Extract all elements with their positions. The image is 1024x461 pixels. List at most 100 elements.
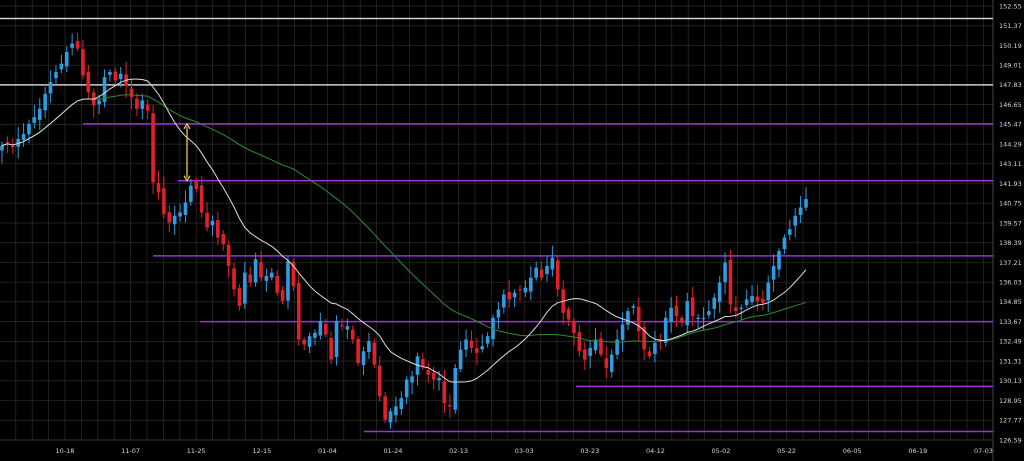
candle-body — [690, 297, 695, 317]
candle-body — [442, 381, 447, 404]
y-tick-label: 143.11 — [999, 160, 1022, 168]
y-tick-label: 141.93 — [999, 180, 1022, 188]
candle-body — [766, 282, 771, 301]
candle-body — [318, 321, 323, 336]
candle-body — [340, 325, 344, 327]
candle-body — [372, 342, 377, 365]
x-tick-label: 07-03 — [974, 447, 993, 455]
candle-body — [151, 113, 155, 183]
candle-body — [243, 272, 247, 304]
x-tick-label: 01-04 — [318, 447, 337, 455]
candle-body — [394, 406, 398, 416]
candle-body — [253, 259, 258, 283]
candle-body — [10, 145, 15, 148]
x-tick-label: 03-03 — [515, 447, 534, 455]
candle-body — [313, 332, 317, 338]
candle-body — [356, 338, 360, 363]
candle-body — [437, 377, 441, 381]
candle-body — [626, 311, 630, 325]
y-tick-label: 151.37 — [999, 22, 1022, 30]
candle-body — [512, 292, 517, 298]
fast-moving-average — [1, 78, 807, 383]
candle-body — [620, 324, 625, 340]
x-tick-label: 06-05 — [843, 447, 862, 455]
candle-body — [237, 287, 242, 307]
y-tick-label: 131.31 — [999, 357, 1022, 365]
candle-body — [453, 367, 458, 410]
candle-body — [43, 93, 47, 111]
candle-body — [307, 336, 312, 347]
candle-body — [5, 142, 10, 144]
candle-body — [226, 244, 231, 266]
y-tick-label: 149.01 — [999, 61, 1022, 69]
candle-body — [782, 237, 787, 250]
y-tick-label: 144.29 — [999, 140, 1022, 148]
candle-body — [129, 88, 134, 98]
x-tick-label: 03-23 — [580, 447, 599, 455]
x-tick-label: 04-12 — [646, 447, 665, 455]
candle-body — [717, 282, 722, 302]
candle-body — [523, 287, 528, 293]
candle-body — [210, 220, 215, 226]
candle-body — [804, 199, 808, 208]
candle-body — [712, 297, 717, 309]
candle-body — [529, 277, 533, 292]
candle-body — [458, 349, 463, 369]
candle-body — [421, 358, 425, 367]
candle-body — [323, 323, 328, 335]
candle-body — [485, 336, 490, 344]
candle-body — [81, 49, 85, 76]
candle-body — [399, 398, 404, 409]
candle-body — [178, 212, 182, 217]
candle-body — [701, 317, 706, 319]
candle-body — [750, 296, 754, 302]
candle-body — [232, 268, 236, 290]
candle-body — [108, 72, 112, 75]
candle-body — [475, 348, 479, 353]
candle-body — [798, 207, 803, 215]
candle-body — [534, 267, 539, 278]
candle-body — [755, 296, 760, 302]
candle-body — [345, 326, 350, 330]
y-tick-label: 128.95 — [999, 397, 1022, 405]
x-tick-label: 11-25 — [187, 447, 206, 455]
y-tick-label: 134.85 — [999, 298, 1022, 306]
candle-body — [113, 71, 118, 81]
candle-body — [296, 282, 301, 340]
candle-body — [140, 100, 145, 109]
x-tick-label: 06-19 — [908, 447, 927, 455]
candle-body — [593, 339, 598, 351]
candle-body — [221, 233, 226, 245]
range-arrow-head-top — [183, 122, 191, 130]
candle-body — [588, 347, 592, 356]
candle-body — [496, 309, 501, 318]
candle-body — [739, 307, 744, 309]
candle-body — [577, 332, 582, 352]
candle-body — [16, 138, 20, 147]
x-tick-label: 05-22 — [777, 447, 796, 455]
x-tick-label: 05-02 — [712, 447, 731, 455]
x-tick-label: 12-15 — [252, 447, 271, 455]
candle-body — [102, 77, 107, 102]
candle-body — [259, 262, 263, 278]
y-tick-label: 145.47 — [999, 121, 1022, 129]
candle-body — [37, 108, 42, 120]
candle-body — [604, 358, 609, 368]
candle-body — [545, 265, 549, 275]
candle-body — [27, 123, 31, 135]
candle-body — [361, 351, 366, 366]
candle-body — [566, 309, 571, 320]
y-tick-label: 147.83 — [999, 81, 1022, 89]
candle-body — [377, 365, 382, 397]
y-tick-label: 146.65 — [999, 101, 1022, 109]
candle-body — [609, 354, 614, 372]
candle-body — [642, 327, 646, 350]
candle-body — [54, 72, 58, 79]
candle-body — [75, 40, 80, 49]
candle-body — [550, 257, 555, 270]
candle-body — [502, 294, 506, 308]
candle-body — [280, 290, 285, 302]
y-tick-label: 133.67 — [999, 318, 1022, 326]
candle-body — [707, 311, 711, 316]
candle-body — [334, 321, 339, 357]
